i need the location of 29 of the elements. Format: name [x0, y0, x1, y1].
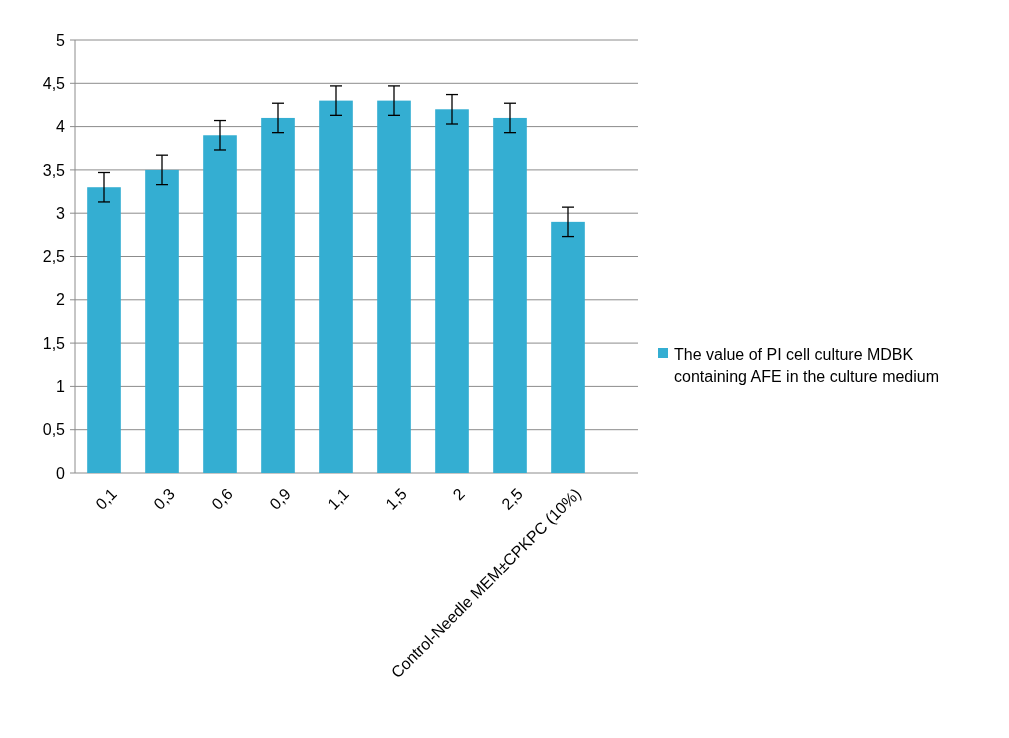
- x-tick-label: 2: [449, 484, 469, 504]
- bar: [203, 135, 237, 473]
- bar: [261, 117, 295, 473]
- bar: [377, 100, 411, 473]
- y-tick-label: 4: [56, 118, 66, 136]
- y-tick-label: 3: [56, 204, 66, 222]
- x-tick-label: 0,6: [208, 484, 237, 513]
- y-tick-label: 0,5: [42, 421, 66, 439]
- x-tick-label: 1,5: [382, 484, 411, 513]
- y-tick-label: 4,5: [42, 74, 66, 92]
- x-tick-label: 2,5: [498, 484, 527, 513]
- x-tick-label: 0,9: [266, 484, 295, 513]
- bar: [551, 221, 585, 473]
- y-tick-label: 1: [56, 378, 66, 395]
- legend-label: The value of PI cell culture MDBK containing AFE in the culture medium: [674, 346, 940, 385]
- y-tick-label: 3,5: [42, 161, 66, 179]
- y-tick-label: 1,5: [42, 334, 66, 352]
- bar: [87, 187, 121, 473]
- x-tick-label: 0,1: [92, 484, 121, 513]
- y-tick-label: 2: [56, 291, 66, 309]
- bar: [145, 169, 179, 473]
- bar: [493, 117, 527, 473]
- y-tick-label: 5: [56, 31, 66, 49]
- x-tick-label: 1,1: [324, 484, 353, 513]
- y-tick-label: 0: [56, 464, 66, 482]
- bar: [319, 100, 353, 473]
- bar: [435, 109, 469, 473]
- x-tick-label: 0,3: [150, 484, 179, 513]
- y-tick-label: 2,5: [42, 248, 66, 266]
